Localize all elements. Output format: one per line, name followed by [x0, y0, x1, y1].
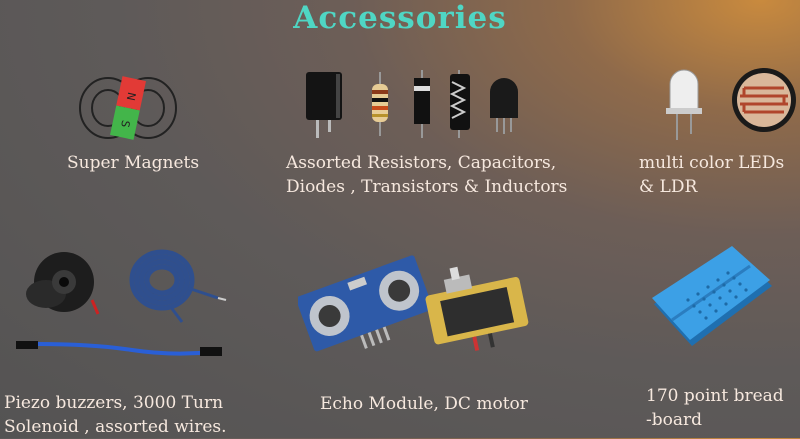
svg-text:S: S — [118, 119, 132, 129]
components-icon — [300, 68, 530, 140]
echo-motor-icon — [298, 236, 538, 366]
led-ldr-icon — [660, 64, 800, 144]
breadboard-caption: 170 point bread -board — [646, 386, 784, 430]
page-title: Accessories — [293, 0, 507, 36]
buzzer-solenoid-caption: Piezo buzzers, 3000 Turn Solenoid , asso… — [4, 393, 227, 437]
leds-ldr-caption: multi color LEDs & LDR — [639, 153, 785, 197]
breadboard-icon — [648, 246, 778, 356]
super-magnets-caption: Super Magnets — [67, 153, 200, 173]
components-caption: Assorted Resistors, Capacitors, Diodes ,… — [286, 153, 568, 197]
buzzer-solenoid-icon — [12, 240, 232, 365]
magnet-icon: N S — [78, 72, 178, 144]
svg-text:N: N — [124, 91, 138, 102]
echo-motor-caption: Echo Module, DC motor — [320, 394, 528, 414]
